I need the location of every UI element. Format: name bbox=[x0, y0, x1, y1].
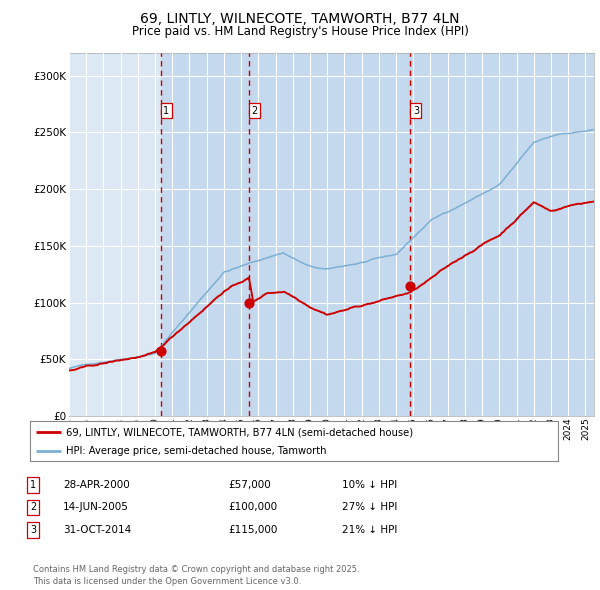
Text: 27% ↓ HPI: 27% ↓ HPI bbox=[342, 503, 397, 512]
Text: 2: 2 bbox=[251, 106, 258, 116]
Text: 28-APR-2000: 28-APR-2000 bbox=[63, 480, 130, 490]
Point bbox=[156, 346, 166, 356]
Text: £100,000: £100,000 bbox=[228, 503, 277, 512]
Bar bbox=[161, 53, 594, 416]
Text: 10% ↓ HPI: 10% ↓ HPI bbox=[342, 480, 397, 490]
Point bbox=[244, 298, 254, 307]
Text: 69, LINTLY, WILNECOTE, TAMWORTH, B77 4LN (semi-detached house): 69, LINTLY, WILNECOTE, TAMWORTH, B77 4LN… bbox=[66, 427, 413, 437]
Text: £57,000: £57,000 bbox=[228, 480, 271, 490]
Text: Price paid vs. HM Land Registry's House Price Index (HPI): Price paid vs. HM Land Registry's House … bbox=[131, 25, 469, 38]
Text: 3: 3 bbox=[30, 525, 36, 535]
Text: 1: 1 bbox=[30, 480, 36, 490]
Text: 69, LINTLY, WILNECOTE, TAMWORTH, B77 4LN: 69, LINTLY, WILNECOTE, TAMWORTH, B77 4LN bbox=[140, 12, 460, 26]
Text: 21% ↓ HPI: 21% ↓ HPI bbox=[342, 525, 397, 535]
Text: 3: 3 bbox=[413, 106, 419, 116]
Text: 1: 1 bbox=[163, 106, 169, 116]
Text: 14-JUN-2005: 14-JUN-2005 bbox=[63, 503, 129, 512]
Point bbox=[406, 281, 415, 290]
Text: 2: 2 bbox=[30, 503, 36, 512]
Text: 31-OCT-2014: 31-OCT-2014 bbox=[63, 525, 131, 535]
Text: HPI: Average price, semi-detached house, Tamworth: HPI: Average price, semi-detached house,… bbox=[66, 447, 326, 456]
Text: Contains HM Land Registry data © Crown copyright and database right 2025.
This d: Contains HM Land Registry data © Crown c… bbox=[33, 565, 359, 586]
Text: £115,000: £115,000 bbox=[228, 525, 277, 535]
